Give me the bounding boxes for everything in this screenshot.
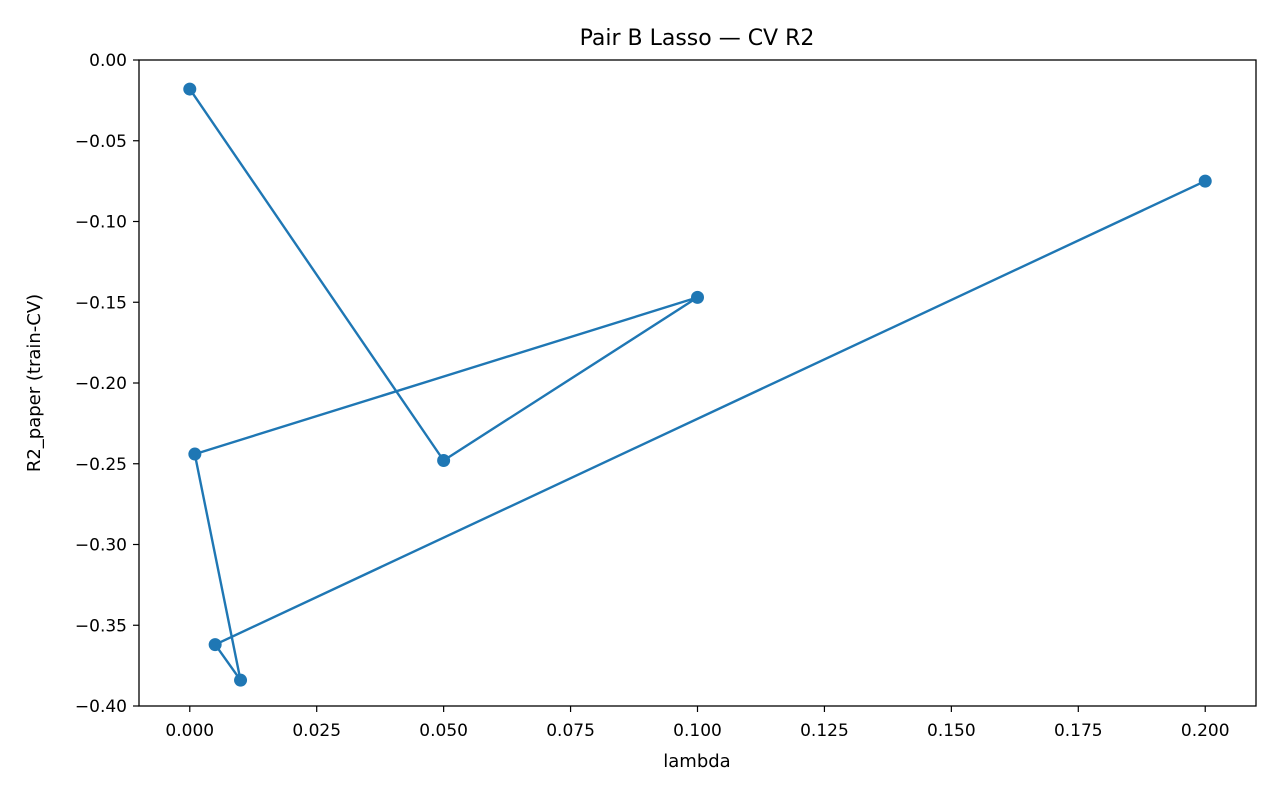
x-tick-label: 0.075 bbox=[546, 721, 595, 741]
x-tick-label: 0.050 bbox=[419, 721, 468, 741]
data-point bbox=[234, 673, 248, 687]
x-axis: 0.000 0.025 0.050 0.075 0.100 0.125 0.150 0.175… bbox=[165, 706, 1230, 741]
y-tick-label: −0.15 bbox=[75, 293, 127, 313]
x-tick-label: 0.200 bbox=[1181, 721, 1230, 741]
y-tick-label: −0.25 bbox=[75, 455, 127, 475]
y-tick-label: −0.30 bbox=[75, 536, 127, 556]
x-tick-label: 0.000 bbox=[165, 721, 214, 741]
y-tick-label: 0.00 bbox=[89, 51, 127, 71]
x-tick-label: 0.100 bbox=[673, 721, 722, 741]
y-tick-label: −0.20 bbox=[75, 374, 127, 394]
y-tick-label: −0.10 bbox=[75, 213, 127, 233]
data-point bbox=[188, 447, 202, 461]
data-point bbox=[691, 290, 704, 304]
x-tick-label: 0.150 bbox=[927, 721, 976, 741]
x-tick-label: 0.125 bbox=[800, 721, 849, 741]
chart-title: Pair B Lasso — CV R2 bbox=[580, 26, 815, 51]
x-axis-label: lambda bbox=[663, 751, 730, 772]
plot-area bbox=[183, 82, 1212, 687]
y-tick-label: −0.35 bbox=[75, 616, 127, 636]
x-tick-label: 0.025 bbox=[292, 721, 341, 741]
data-point bbox=[437, 454, 451, 468]
y-tick-label: −0.40 bbox=[75, 697, 127, 717]
data-point bbox=[183, 82, 197, 96]
data-point bbox=[1198, 174, 1212, 188]
y-tick-label: −0.05 bbox=[75, 132, 127, 152]
y-axis: 0.00 −0.05 −0.10 −0.15 −0.20 −0.25 −0.30 −0.35 −… bbox=[75, 51, 139, 717]
data-point bbox=[208, 638, 222, 652]
x-tick-label: 0.175 bbox=[1054, 721, 1103, 741]
plot-frame bbox=[138, 59, 1257, 707]
y-axis-label: R2_paper (train-CV) bbox=[24, 294, 45, 472]
